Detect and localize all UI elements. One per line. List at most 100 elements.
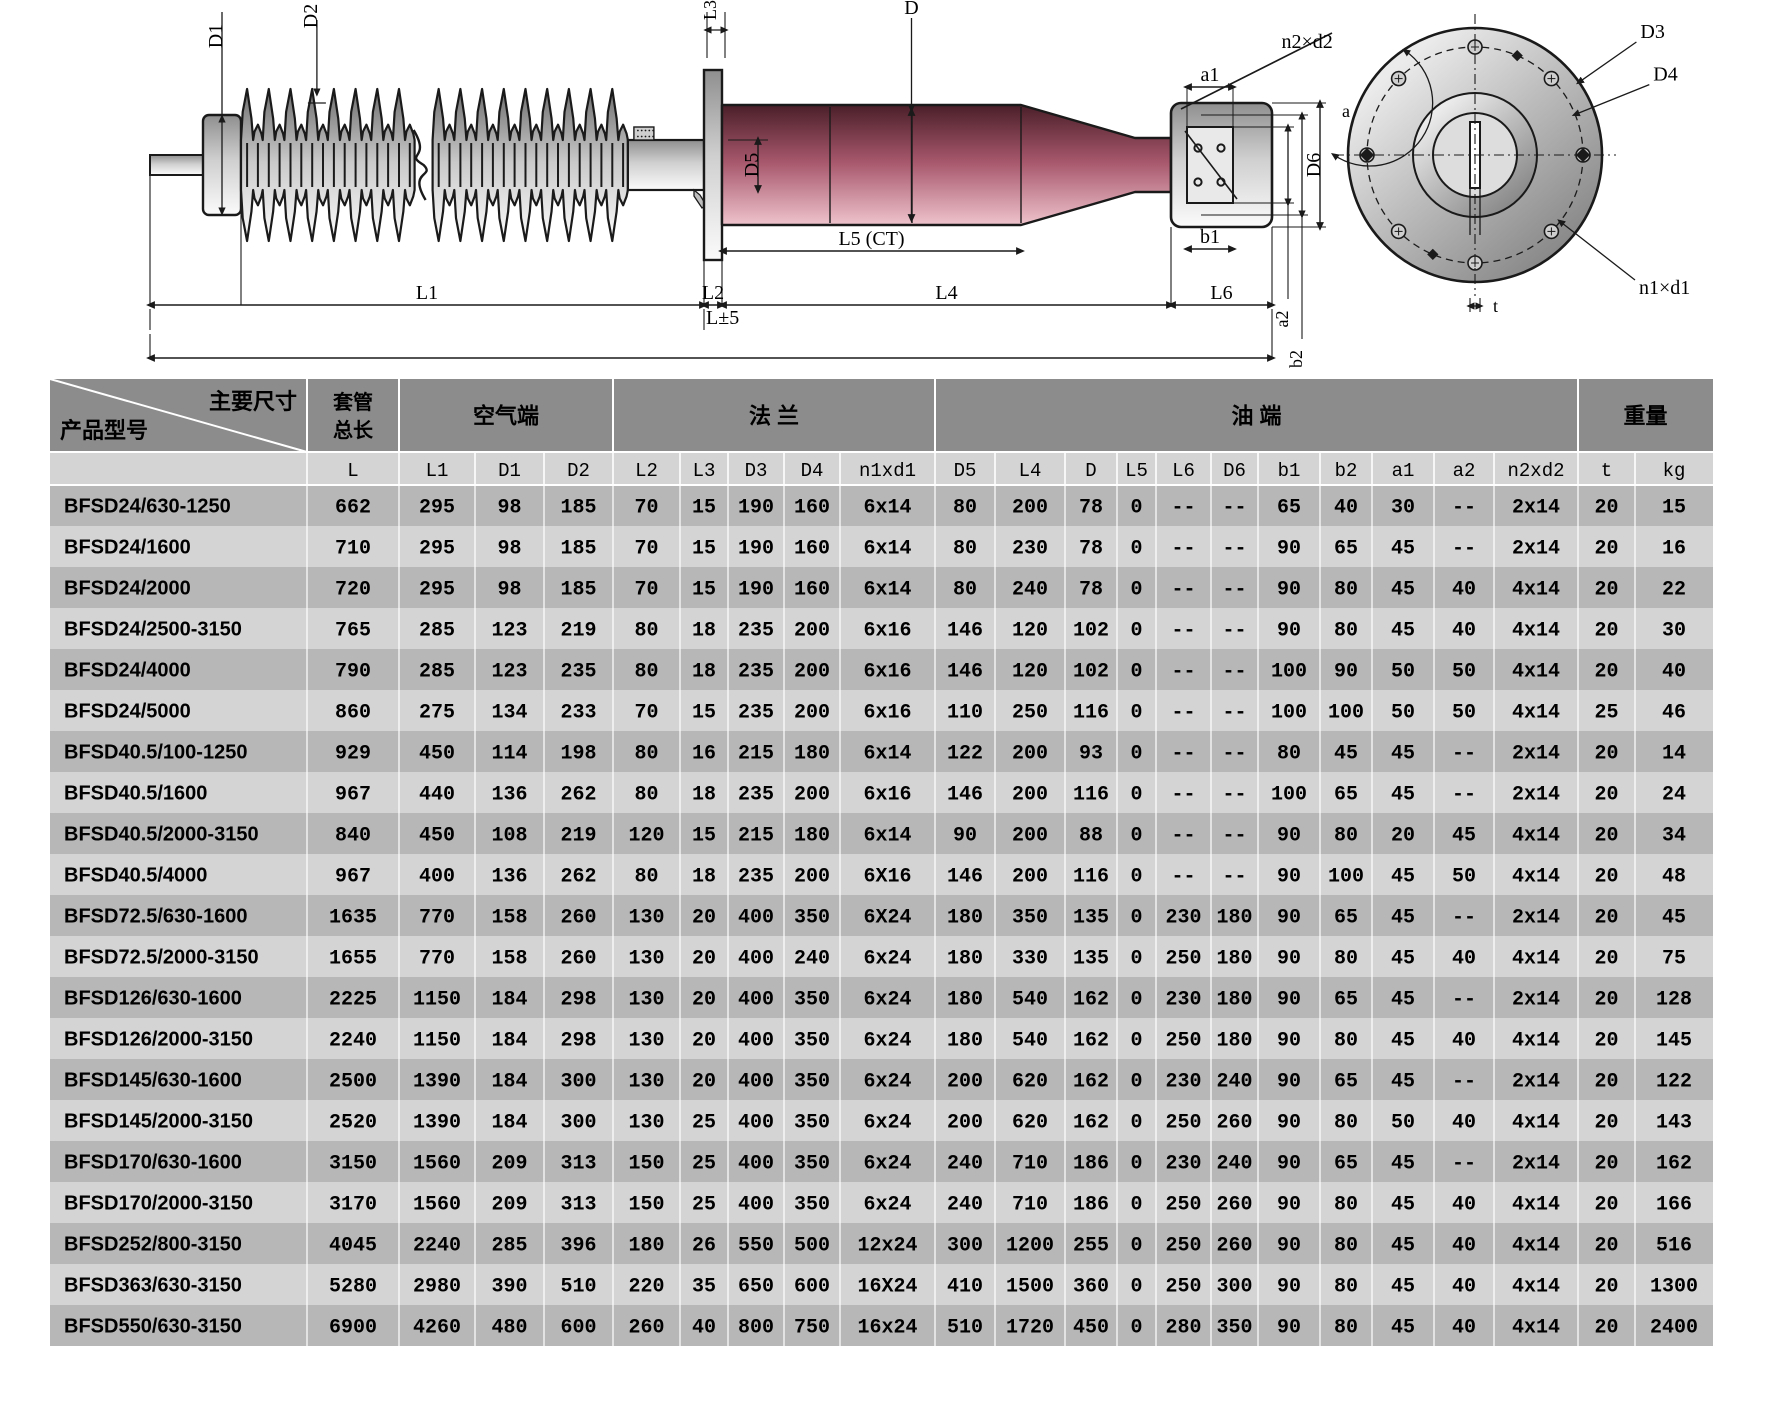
svg-text:650: 650 xyxy=(738,1276,774,1299)
svg-text:2x14: 2x14 xyxy=(1512,784,1560,807)
svg-text:260: 260 xyxy=(1216,1194,1252,1217)
svg-text:20: 20 xyxy=(1594,620,1618,643)
svg-text:410: 410 xyxy=(947,1276,983,1299)
svg-text:L: L xyxy=(347,460,358,482)
svg-text:18: 18 xyxy=(692,866,716,889)
svg-text:80: 80 xyxy=(1334,1276,1358,1299)
svg-text:116: 116 xyxy=(1073,702,1109,725)
svg-text:BFSD72.5/630-1600: BFSD72.5/630-1600 xyxy=(64,906,247,928)
svg-text:50: 50 xyxy=(1452,866,1476,889)
svg-text:40: 40 xyxy=(1452,948,1476,971)
svg-text:65: 65 xyxy=(1334,989,1358,1012)
svg-text:2x14: 2x14 xyxy=(1512,1071,1560,1094)
svg-text:65: 65 xyxy=(1334,784,1358,807)
svg-text:16: 16 xyxy=(1662,538,1686,561)
svg-text:190: 190 xyxy=(738,538,774,561)
svg-text:1390: 1390 xyxy=(413,1071,461,1094)
svg-text:200: 200 xyxy=(794,702,830,725)
svg-text:20: 20 xyxy=(1594,1153,1618,1176)
svg-text:D2: D2 xyxy=(567,460,590,482)
svg-text:4x14: 4x14 xyxy=(1512,661,1560,684)
svg-text:34: 34 xyxy=(1662,825,1686,848)
svg-text:法 兰: 法 兰 xyxy=(749,404,799,429)
svg-text:4260: 4260 xyxy=(413,1317,461,1340)
svg-text:BFSD72.5/2000-3150: BFSD72.5/2000-3150 xyxy=(64,947,259,969)
svg-text:250: 250 xyxy=(1165,948,1201,971)
svg-text:BFSD145/630-1600: BFSD145/630-1600 xyxy=(64,1070,242,1092)
svg-text:20: 20 xyxy=(692,948,716,971)
svg-text:重量: 重量 xyxy=(1623,404,1667,429)
svg-text:D: D xyxy=(1085,460,1096,482)
svg-text:180: 180 xyxy=(1216,948,1252,971)
svg-text:--: -- xyxy=(1452,497,1476,520)
svg-text:710: 710 xyxy=(1012,1153,1048,1176)
svg-text:20: 20 xyxy=(692,1071,716,1094)
svg-text:n1xd1: n1xd1 xyxy=(859,460,916,482)
svg-text:20: 20 xyxy=(1594,1112,1618,1135)
svg-text:40: 40 xyxy=(1334,497,1358,520)
svg-text:40: 40 xyxy=(1452,579,1476,602)
svg-text:770: 770 xyxy=(419,948,455,971)
svg-text:0: 0 xyxy=(1130,989,1142,1012)
svg-text:400: 400 xyxy=(738,948,774,971)
svg-text:主要尺寸: 主要尺寸 xyxy=(209,389,297,414)
svg-text:160: 160 xyxy=(794,579,830,602)
svg-text:90: 90 xyxy=(1277,1276,1301,1299)
svg-text:40: 40 xyxy=(692,1317,716,1340)
svg-text:6x14: 6x14 xyxy=(863,538,911,561)
svg-text:146: 146 xyxy=(947,784,983,807)
svg-text:240: 240 xyxy=(1012,579,1048,602)
svg-text:6x24: 6x24 xyxy=(863,989,911,1012)
svg-text:65: 65 xyxy=(1277,497,1301,520)
svg-text:400: 400 xyxy=(738,1071,774,1094)
svg-text:20: 20 xyxy=(1594,1030,1618,1053)
svg-text:20: 20 xyxy=(1594,1071,1618,1094)
svg-text:285: 285 xyxy=(491,1235,527,1258)
svg-text:200: 200 xyxy=(1012,866,1048,889)
svg-text:24: 24 xyxy=(1662,784,1686,807)
svg-text:--: -- xyxy=(1452,538,1476,561)
svg-text:20: 20 xyxy=(1594,661,1618,684)
svg-text:230: 230 xyxy=(1165,1153,1201,1176)
svg-text:40: 40 xyxy=(1452,620,1476,643)
svg-text:80: 80 xyxy=(953,497,977,520)
svg-text:123: 123 xyxy=(491,620,527,643)
svg-text:--: -- xyxy=(1171,538,1195,561)
svg-text:油 端: 油 端 xyxy=(1231,404,1281,429)
svg-text:50: 50 xyxy=(1452,661,1476,684)
svg-text:--: -- xyxy=(1222,661,1246,684)
svg-text:516: 516 xyxy=(1656,1235,1692,1258)
svg-text:662: 662 xyxy=(335,497,371,520)
svg-text:120: 120 xyxy=(628,825,664,848)
svg-text:--: -- xyxy=(1452,784,1476,807)
svg-text:162: 162 xyxy=(1073,1071,1109,1094)
svg-text:40: 40 xyxy=(1452,1030,1476,1053)
svg-text:--: -- xyxy=(1171,866,1195,889)
svg-text:45: 45 xyxy=(1391,866,1415,889)
svg-text:BFSD550/630-3150: BFSD550/630-3150 xyxy=(64,1316,242,1338)
svg-text:235: 235 xyxy=(738,702,774,725)
svg-text:产品型号: 产品型号 xyxy=(60,418,148,443)
svg-text:65: 65 xyxy=(1334,538,1358,561)
svg-text:128: 128 xyxy=(1656,989,1692,1012)
svg-text:25: 25 xyxy=(692,1194,716,1217)
svg-text:15: 15 xyxy=(692,538,716,561)
svg-text:230: 230 xyxy=(1165,907,1201,930)
svg-text:1300: 1300 xyxy=(1650,1276,1698,1299)
svg-text:L4: L4 xyxy=(1019,460,1042,482)
svg-text:D5: D5 xyxy=(954,460,977,482)
svg-text:45: 45 xyxy=(1391,907,1415,930)
svg-text:BFSD24/630-1250: BFSD24/630-1250 xyxy=(64,496,231,518)
svg-text:40: 40 xyxy=(1452,1276,1476,1299)
svg-text:6x24: 6x24 xyxy=(863,1112,911,1135)
svg-text:285: 285 xyxy=(419,661,455,684)
svg-text:0: 0 xyxy=(1130,702,1142,725)
svg-text:2400: 2400 xyxy=(1650,1317,1698,1340)
svg-text:BFSD24/5000: BFSD24/5000 xyxy=(64,701,191,723)
svg-text:50: 50 xyxy=(1391,661,1415,684)
svg-text:--: -- xyxy=(1222,743,1246,766)
svg-text:4x14: 4x14 xyxy=(1512,702,1560,725)
svg-text:BFSD126/630-1600: BFSD126/630-1600 xyxy=(64,988,242,1010)
svg-text:255: 255 xyxy=(1073,1235,1109,1258)
svg-text:6x14: 6x14 xyxy=(863,579,911,602)
